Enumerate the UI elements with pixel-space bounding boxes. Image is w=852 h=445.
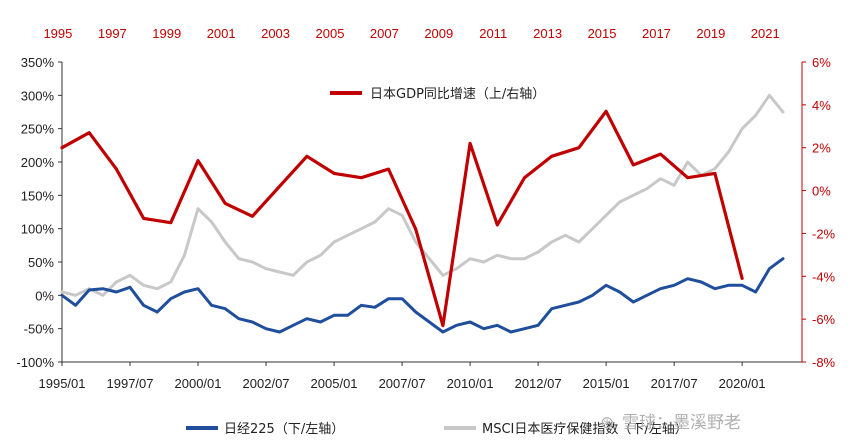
left-tick-label: 100% xyxy=(21,222,55,237)
bottom-tick-label: 2002/07 xyxy=(243,376,290,391)
top-tick-label: 1999 xyxy=(152,26,181,41)
bottom-tick-label: 2012/07 xyxy=(515,376,562,391)
watermark-logo-icon: ⊛ xyxy=(600,413,614,433)
right-tick-label: 0% xyxy=(812,184,831,199)
bottom-tick-label: 1995/01 xyxy=(39,376,86,391)
bottom-tick-label: 1997/07 xyxy=(107,376,154,391)
legend-nikkei-label: 日经225（下/左轴） xyxy=(224,422,344,437)
left-tick-label: 0% xyxy=(35,288,54,303)
top-tick-label: 2007 xyxy=(370,26,399,41)
top-tick-label: 2015 xyxy=(588,26,617,41)
bottom-tick-label: 2015/01 xyxy=(583,376,630,391)
msci-series-line xyxy=(60,93,785,297)
legend-gdp-label: 日本GDP同比增速（上/右轴） xyxy=(370,87,545,102)
plot-frame xyxy=(61,62,803,363)
right-tick-label: -2% xyxy=(812,226,836,241)
top-tick-label: 2011 xyxy=(479,26,507,41)
top-tick-label: 2021 xyxy=(751,26,780,41)
left-tick-label: 150% xyxy=(21,188,55,203)
bottom-tick-label: 2000/01 xyxy=(175,376,222,391)
left-tick-label: 50% xyxy=(28,255,54,270)
top-tick-label: 1995 xyxy=(43,26,72,41)
top-tick-label: 1997 xyxy=(98,26,127,41)
bottom-tick-label: 2010/01 xyxy=(447,376,494,391)
top-tick-label: 2013 xyxy=(533,26,562,41)
axes-layer: 350% 300% 250% 200% 150% 100% 50% 0% -50% -100% 6%… xyxy=(16,26,835,391)
top-tick-label: 2017 xyxy=(642,26,671,41)
top-tick-label: 2003 xyxy=(261,26,290,41)
bottom-tick-label: 2005/01 xyxy=(311,376,358,391)
watermark-text: 雪球：墨溪野老 xyxy=(622,413,741,433)
top-tick-label: 2001 xyxy=(207,26,236,41)
top-tick-label: 2005 xyxy=(316,26,345,41)
right-tick-label: -4% xyxy=(812,269,836,284)
bottom-tick-label: 2007/07 xyxy=(379,376,426,391)
right-tick-label: 6% xyxy=(812,55,831,70)
left-tick-label: -100% xyxy=(16,355,54,370)
left-tick-label: 350% xyxy=(21,55,55,70)
right-tick-label: 2% xyxy=(812,141,831,156)
right-tick-label: -6% xyxy=(812,312,836,327)
watermark: ⊛ 雪球：墨溪野老 xyxy=(600,413,741,433)
legend-layer: 日本GDP同比增速（上/右轴） 日经225（下/左轴） MSCI日本医疗保健指数… xyxy=(186,87,688,437)
right-tick-label: -8% xyxy=(812,355,836,370)
msci-series-layer xyxy=(60,93,785,297)
bottom-tick-label: 2017/07 xyxy=(651,376,698,391)
right-tick-label: 4% xyxy=(812,98,831,113)
left-tick-label: -50% xyxy=(24,322,55,337)
nikkei-series-line xyxy=(60,257,785,334)
left-tick-label: 200% xyxy=(21,155,55,170)
nikkei-series-layer xyxy=(60,257,785,334)
top-tick-label: 2009 xyxy=(424,26,453,41)
left-tick-label: 300% xyxy=(21,88,55,103)
gdp-series-line xyxy=(60,109,744,328)
top-tick-label: 2019 xyxy=(696,26,725,41)
bottom-tick-label: 2020/01 xyxy=(719,376,766,391)
legend-msci-label: MSCI日本医疗保健指数（下/左轴） xyxy=(482,422,688,437)
gdp-series-layer xyxy=(60,109,744,328)
left-tick-label: 250% xyxy=(21,122,55,137)
